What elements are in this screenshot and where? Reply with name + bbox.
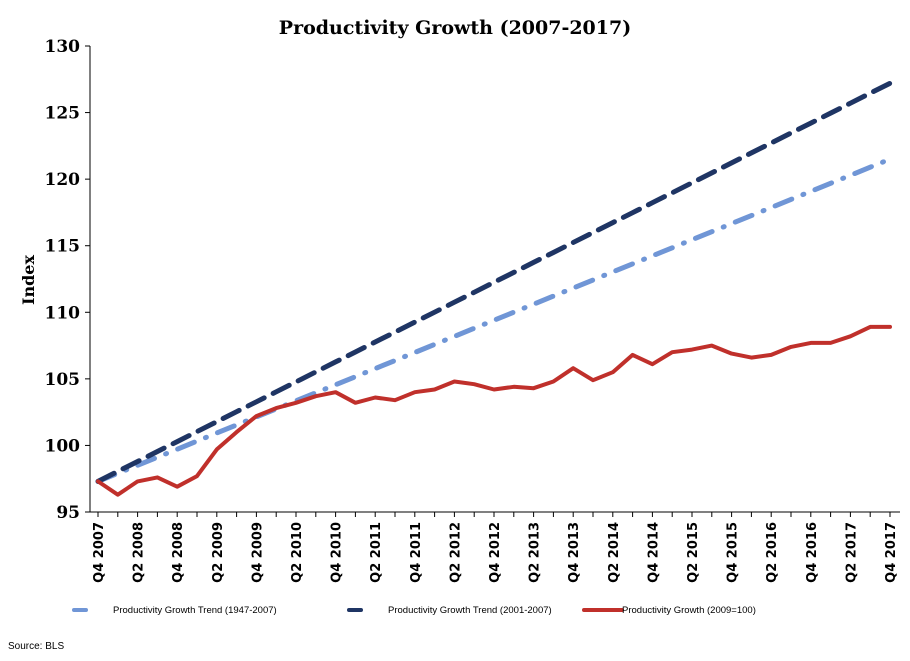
x-tick-label: Q4 2011 [409,522,424,583]
y-tick-label: 110 [45,303,81,323]
x-tick-label: Q4 2013 [567,522,582,583]
x-tick-label: Q4 2010 [330,522,345,583]
y-tick-label: 115 [45,237,81,257]
x-tick-label: Q4 2008 [171,522,186,583]
y-tick-label: 130 [45,37,81,57]
y-axis: 95 100 105 110 115 120 125 130 [45,37,91,523]
x-tick-label: Q4 2015 [726,522,741,583]
x-tick-label: Q2 2012 [448,522,463,583]
y-axis-label: Index [19,255,38,305]
series-layer [95,80,893,497]
y-tick-label: 105 [45,370,81,390]
x-tick-label: Q2 2017 [844,522,859,583]
x-tick-label: Q4 2017 [884,522,899,583]
x-tick-label: Q2 2016 [765,522,780,583]
series-line-1 [95,156,893,484]
chart-title: Productivity Growth (2007-2017) [279,17,631,39]
source-note: Source: BLS [8,641,64,652]
x-tick-label: Q4 2014 [646,522,661,583]
legend-label: Productivity Growth (2009=100) [622,605,756,616]
y-tick-label: 120 [45,170,81,190]
x-tick-label: Q4 2012 [488,522,503,583]
x-tick-label: Q4 2007 [92,522,107,583]
x-tick-label: Q4 2009 [250,522,265,583]
legend-label: Productivity Growth Trend (2001-2007) [388,605,552,616]
series-line-3 [96,324,892,497]
x-tick-label: Q2 2015 [686,522,701,583]
x-axis: Q4 2007 Q2 2008 Q4 2008 Q2 2009 Q4 2009 Q2 20… [85,511,900,583]
x-tick-label: Q2 2013 [528,522,543,583]
x-tick-label: Q2 2011 [369,522,384,583]
y-tick-label: 95 [56,503,80,523]
legend: Productivity Growth Trend (1947-2007) Pro… [72,605,756,616]
y-tick-label: 100 [45,436,81,456]
legend-label: Productivity Growth Trend (1947-2007) [113,605,277,616]
series-line-2 [95,80,893,484]
x-tick-label: Q4 2016 [805,522,820,583]
x-tick-label: Q2 2008 [132,522,147,583]
x-tick-label: Q2 2009 [211,522,226,583]
y-tick-label: 125 [45,104,81,124]
x-tick-label: Q2 2014 [607,522,622,583]
x-tick-label: Q2 2010 [290,522,305,583]
